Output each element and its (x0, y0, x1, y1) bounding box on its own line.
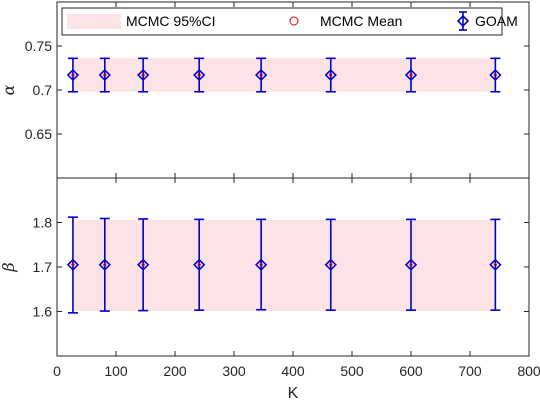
panel-1-mcmc-mean-point (329, 73, 333, 77)
panel-1-mcmc-mean-point (71, 73, 75, 77)
panel-2-goam-point (324, 258, 337, 271)
panel-2-goam-point (66, 258, 80, 271)
panel-1-mcmc-mean-point (259, 73, 263, 77)
panel-2-mcmc-mean-point (71, 263, 75, 267)
panel-2-goam-point (98, 258, 111, 271)
panel-2-mcmc-mean-point (259, 263, 263, 267)
panel-1-goam-point (137, 68, 150, 82)
xtick-label: 800 (517, 363, 540, 379)
panel-1-ytick-label: 0.75 (25, 38, 52, 54)
panel-1-goam-point (98, 68, 111, 82)
xtick-label: 500 (340, 363, 364, 379)
panel-2-mcmc-mean-point (493, 263, 497, 267)
panel-1-mcmc-mean-point (103, 73, 107, 77)
legend-ci-swatch (67, 14, 121, 29)
legend-mean-marker (289, 16, 299, 26)
panel-2-mcmc-mean-point (141, 263, 145, 267)
panel-1-ci-band (72, 58, 496, 92)
panel-1-goam-point (255, 68, 268, 82)
xtick-label: 600 (399, 363, 423, 379)
panel-1-goam-point (404, 68, 418, 82)
panel-1-mcmc-mean-point (493, 73, 497, 77)
panel-1-goam-point (193, 68, 206, 82)
panel-1-ytick-label: 0.65 (25, 126, 52, 142)
panel-2-ylabel: β (0, 262, 18, 272)
legend-mean-label: MCMC Mean (320, 13, 402, 29)
panel-2-ci-band (72, 219, 496, 312)
panel-2-mcmc-mean-point (103, 263, 107, 267)
panel-2-goam-point (193, 258, 206, 271)
panel-1-mcmc-mean-point (197, 73, 201, 77)
xtick-label: 300 (222, 363, 246, 379)
panel-1-goam-point (489, 68, 502, 82)
panel-1-mcmc-mean-point (141, 73, 145, 77)
xtick-label: 700 (458, 363, 482, 379)
panel-2: 1.6 1.7 1.8 β (0, 177, 530, 357)
panel-1-mcmc-mean-point (409, 73, 413, 77)
legend-goam-label: GOAM (475, 13, 518, 29)
panel-2-goam-point (255, 258, 268, 271)
xtick-label: 400 (281, 363, 305, 379)
panel-2-mcmc-mean-point (197, 263, 201, 267)
panel-2-mcmc-mean-point (409, 263, 413, 267)
x-axis-label: K (288, 385, 299, 402)
panel-1-goam-point (324, 68, 337, 82)
legend-box (61, 7, 503, 36)
panel-2-ytick-label: 1.7 (33, 259, 53, 275)
panel-2-goam-point (489, 258, 502, 271)
panel-2-goam-point (137, 258, 150, 271)
xtick-label: 100 (104, 363, 128, 379)
panel-2-ytick-label: 1.8 (33, 215, 53, 231)
xtick-label: 200 (163, 363, 187, 379)
panel-1: 0.65 0.7 0.75 α (0, 1, 530, 179)
legend: MCMC 95%CI MCMC Mean GOAM (61, 7, 518, 36)
panel-1-ylabel: α (0, 84, 18, 95)
panel-2-mcmc-mean-point (329, 263, 333, 267)
panel-2-ytick-label: 1.6 (33, 304, 53, 320)
panel-2-goam-point (404, 258, 418, 271)
legend-ci-label: MCMC 95%CI (126, 13, 215, 29)
panel-1-ytick-label: 0.7 (33, 82, 53, 98)
legend-goam-marker (456, 14, 470, 28)
panel-1-goam-point (66, 68, 80, 82)
xtick-label: 0 (53, 363, 61, 379)
